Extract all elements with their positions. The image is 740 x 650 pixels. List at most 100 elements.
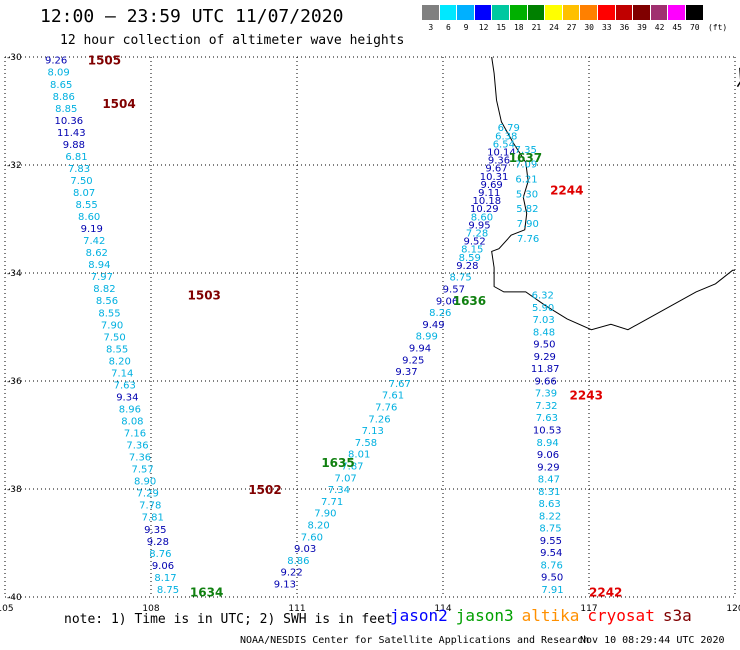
lon-tick-label: 105: [0, 604, 14, 614]
wave-height-value: 9.49: [422, 320, 444, 331]
wave-height-value: 9.35: [144, 525, 166, 536]
wave-height-value: 8.47: [538, 475, 560, 486]
generated-timestamp: Nov 10 08:29:44 UTC 2020: [580, 635, 725, 646]
wave-height-value: 10.53: [533, 425, 562, 436]
wave-height-value: 9.54: [540, 548, 562, 559]
legend-label: 27: [566, 23, 577, 32]
pass-number-label: 1502: [248, 483, 281, 497]
wave-height-value: 8.63: [539, 499, 561, 510]
wave-height-value: 10.18: [472, 196, 501, 207]
wave-height-value: 9.06: [152, 561, 174, 572]
legend-label: 42: [654, 23, 665, 32]
wave-height-value: 6.81: [65, 152, 87, 163]
wave-height-value: 7.90: [101, 320, 123, 331]
wave-height-value: 10.31: [480, 172, 509, 183]
lon-tick-label: 111: [288, 604, 305, 614]
lat-tick-label: -32: [7, 161, 22, 171]
wave-height-value: 5.90: [532, 303, 554, 314]
wave-height-value: 9.28: [147, 537, 169, 548]
wave-height-value: 7.29: [137, 489, 159, 500]
wave-height-value: 8.17: [154, 573, 176, 584]
wave-height-value: 8.85: [55, 104, 77, 115]
wave-height-value: 9.52: [464, 237, 486, 248]
wave-height-value: 9.88: [63, 140, 85, 151]
wave-height-value: 9.13: [274, 580, 296, 591]
wave-height-value: 7.26: [368, 414, 390, 425]
wave-height-value: 9.50: [541, 573, 563, 584]
legend-label: 9: [463, 23, 469, 32]
legend-swatch: [527, 5, 546, 20]
wave-height-value: 9.57: [443, 285, 465, 296]
wave-height-value: 8.08: [121, 417, 143, 428]
wave-height-value: 8.55: [75, 200, 97, 211]
wave-height-value: 7.35: [515, 145, 537, 156]
legend-swatch: [492, 5, 510, 20]
pass-number-label: 1635: [321, 456, 354, 470]
legend-swatch: [510, 5, 528, 20]
wave-height-value: 9.50: [533, 340, 555, 351]
legend-label: 30: [584, 23, 595, 32]
wave-height-value: 8.20: [307, 521, 329, 532]
lat-tick-label: -30: [7, 53, 22, 63]
wave-height-value: 6.79: [498, 123, 520, 134]
legend-unit: (ft): [707, 23, 728, 32]
pass-number-label: 1637: [509, 151, 542, 165]
satellite-name: cryosat: [587, 606, 655, 625]
wave-height-value: 9.95: [468, 220, 490, 231]
wave-height-value: 9.26: [45, 56, 67, 67]
wave-height-value: 9.34: [116, 392, 138, 403]
legend-swatch: [474, 5, 493, 20]
wave-height-value: 8.75: [449, 273, 471, 284]
wave-height-value: 8.56: [96, 296, 118, 307]
wave-height-value: 8.31: [538, 487, 560, 498]
wave-height-value: 7.50: [70, 176, 92, 187]
lake-outline: [736, 67, 740, 88]
wave-height-value: 8.75: [157, 585, 179, 596]
wave-height-value: 9.29: [534, 352, 556, 363]
wave-height-value: 8.86: [287, 556, 309, 567]
satellite-name: jason2: [390, 606, 448, 625]
wave-height-value: 10.14: [487, 148, 516, 159]
lon-tick-label: 120: [726, 604, 740, 614]
wave-height-value: 7.42: [83, 236, 105, 247]
wave-height-value: 9.28: [456, 261, 478, 272]
satellite-name: jason3: [455, 606, 514, 625]
wave-height-value: 8.82: [93, 284, 115, 295]
wave-height-value: 8.22: [539, 511, 561, 522]
wave-height-value: 8.90: [134, 477, 156, 488]
wave-height-value: 6.32: [532, 291, 554, 302]
wave-height-value: 7.14: [111, 368, 133, 379]
pass-number-label: 2244: [550, 183, 583, 197]
wave-height-value: 6.38: [495, 131, 517, 142]
wave-height-value: 7.90: [517, 219, 539, 230]
lat-tick-label: -38: [7, 485, 22, 495]
wave-height-value: 8.07: [73, 188, 95, 199]
pass-number-label: 2243: [570, 389, 603, 403]
wave-height-value: 8.48: [533, 327, 555, 338]
wave-height-value: 9.19: [81, 224, 103, 235]
wave-height-value: 9.25: [402, 355, 424, 366]
wave-height-value: 8.15: [461, 245, 483, 256]
wave-height-value: 7.13: [362, 426, 384, 437]
legend-label: 21: [531, 23, 542, 32]
legend-label: 3: [428, 23, 434, 32]
legend-swatch: [545, 5, 563, 20]
wave-height-value: 11.43: [57, 128, 86, 139]
legend-swatch: [598, 5, 616, 20]
wave-height-value: 8.65: [50, 80, 72, 91]
wave-height-value: 7.57: [131, 465, 153, 476]
pass-number-label: 1636: [453, 294, 486, 308]
legend-swatch: [615, 5, 634, 20]
wave-height-value: 11.87: [531, 364, 560, 375]
wave-height-value: 8.59: [459, 253, 481, 264]
wave-height-value: 7.63: [536, 413, 558, 424]
wave-height-value: 9.22: [280, 568, 302, 579]
wave-height-value: 6.54: [493, 139, 515, 150]
legend-swatch: [580, 5, 598, 20]
wave-height-value: 9.66: [534, 376, 556, 387]
pass-number-label: 1634: [190, 586, 223, 600]
legend-label: 15: [496, 23, 507, 32]
legend-label: 24: [549, 23, 559, 32]
wave-height-value: 7.07: [335, 473, 357, 484]
